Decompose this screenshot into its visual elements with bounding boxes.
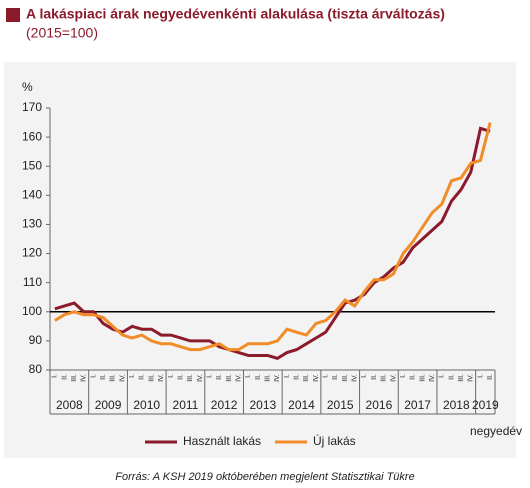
x-tick-label: III.: [419, 374, 426, 382]
y-tick-label: 100: [22, 304, 42, 318]
x-tick-label: II.: [177, 374, 184, 380]
year-label: 2014: [288, 398, 315, 412]
year-label: 2015: [327, 398, 354, 412]
year-label: 2009: [95, 398, 122, 412]
x-tick-label: III.: [110, 374, 117, 382]
series-line: [54, 126, 491, 360]
year-label: 2008: [56, 398, 83, 412]
x-tick-label: III.: [265, 374, 272, 382]
x-tick-label: IV.: [390, 374, 397, 382]
x-tick-label: II.: [100, 374, 107, 380]
x-tick-label: IV.: [352, 374, 359, 382]
x-tick-label: III.: [148, 374, 155, 382]
x-tick-label: II.: [371, 374, 378, 380]
y-tick-label: 160: [22, 129, 42, 143]
chart-background: [4, 62, 516, 458]
x-tick-label: I.: [400, 374, 407, 378]
x-tick-label: II.: [332, 374, 339, 380]
y-axis-label: %: [22, 80, 33, 94]
x-tick-label: I.: [245, 374, 252, 378]
title-marker: [6, 8, 20, 22]
x-tick-label: II.: [61, 374, 68, 380]
x-tick-label: II.: [448, 374, 455, 380]
x-tick-label: II.: [139, 374, 146, 380]
x-tick-label: III.: [187, 374, 194, 382]
x-tick-label: IV.: [468, 374, 475, 382]
x-tick-label: I.: [439, 374, 446, 378]
y-tick-label: 90: [29, 333, 43, 347]
chart-subtitle: (2015=100): [26, 25, 98, 41]
x-tick-label: IV.: [119, 374, 126, 382]
year-label: 2018: [443, 398, 470, 412]
x-tick-label: IV.: [81, 374, 88, 382]
year-label: 2013: [249, 398, 276, 412]
x-tick-label: I.: [323, 374, 330, 378]
year-label: 2016: [366, 398, 393, 412]
legend-label: Használt lakás: [183, 434, 261, 448]
series-line: [54, 122, 492, 352]
year-label: 2019: [472, 398, 499, 412]
x-tick-label: III.: [381, 374, 388, 382]
x-tick-label: I.: [129, 374, 136, 378]
x-tick-label: IV.: [274, 374, 281, 382]
x-tick-label: III.: [342, 374, 349, 382]
x-tick-label: IV.: [313, 374, 320, 382]
x-tick-label: I.: [284, 374, 291, 378]
y-tick-label: 110: [23, 275, 42, 289]
x-tick-label: II.: [294, 374, 301, 380]
x-tick-label: I.: [361, 374, 368, 378]
x-tick-label: II.: [255, 374, 262, 380]
x-tick-label: III.: [303, 374, 310, 382]
y-tick-label: 130: [22, 217, 42, 231]
x-tick-label: III.: [71, 374, 78, 382]
year-label: 2017: [404, 398, 431, 412]
year-label: 2011: [173, 398, 199, 412]
x-tick-label: I.: [206, 374, 213, 378]
x-tick-label: II.: [487, 374, 494, 380]
x-tick-label: IV.: [158, 374, 165, 382]
source: Forrás: A KSH 2019 októberében megjelent…: [115, 471, 414, 483]
x-tick-label: I.: [52, 374, 59, 378]
x-tick-label: I.: [90, 374, 97, 378]
x-tick-label: IV.: [197, 374, 204, 382]
y-tick-label: 80: [29, 362, 43, 376]
x-tick-label: II.: [410, 374, 417, 380]
x-axis-label: negyedév: [470, 424, 522, 438]
x-tick-label: III.: [226, 374, 233, 382]
x-tick-label: I.: [168, 374, 175, 378]
x-tick-label: II.: [216, 374, 223, 380]
chart-title: A lakáspiaci árak negyedévenkénti alakul…: [26, 6, 445, 22]
y-tick-label: 150: [22, 158, 42, 172]
x-tick-label: IV.: [235, 374, 242, 382]
year-label: 2010: [133, 398, 160, 412]
x-tick-label: IV.: [429, 374, 436, 382]
year-label: 2012: [211, 398, 238, 412]
legend-label: Új lakás: [313, 433, 356, 448]
y-tick-label: 140: [22, 188, 42, 202]
x-tick-label: I.: [477, 374, 484, 378]
x-tick-label: III.: [458, 374, 465, 382]
y-tick-label: 120: [22, 246, 42, 260]
y-tick-label: 170: [22, 100, 42, 114]
